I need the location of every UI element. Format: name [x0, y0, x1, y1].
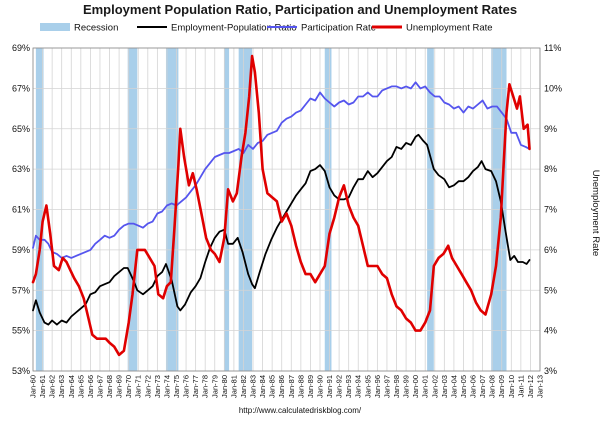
x-tick-label: Jan-83	[249, 375, 258, 398]
left-tick-label: 65%	[12, 124, 30, 134]
x-axis: Jan-60 Jan-61 Jan-62 Jan-63 Jan-64 Jan-65 Jan-…	[29, 375, 545, 398]
right-axis-label: Unemployment Rate	[590, 170, 600, 257]
x-tick-label: Jan-68	[105, 375, 114, 398]
left-tick-label: 63%	[12, 164, 30, 174]
plot-frame	[32, 47, 541, 372]
x-tick-label: Jan-00	[411, 375, 420, 398]
series-employment-population-ratio	[32, 133, 531, 326]
x-tick-label: Jan-63	[57, 375, 66, 398]
x-tick-label: Jan-04	[449, 375, 458, 398]
legend-label: Unemployment Rate	[406, 23, 493, 34]
x-tick-label: Jan-89	[306, 375, 315, 398]
x-tick-label: Jan-81	[229, 375, 238, 398]
source-url: http://www.calculatedriskblog.com/	[239, 406, 362, 415]
legend-label: Recession	[74, 23, 118, 34]
left-tick-label: 67%	[12, 83, 30, 93]
left-tick-label: 59%	[12, 245, 30, 255]
legend-swatch-recession	[40, 23, 70, 31]
series-unemployment-rate	[31, 54, 531, 357]
x-tick-label: Jan-78	[201, 375, 210, 398]
x-tick-label: Jan-95	[363, 375, 372, 398]
right-tick-label: 6%	[544, 245, 557, 255]
legend: Recession Employment-Population Ratio Part…	[40, 23, 493, 34]
left-tick-label: 69%	[12, 43, 30, 53]
x-tick-label: Jan-77	[191, 375, 200, 398]
x-tick-label: Jan-13	[536, 375, 545, 398]
x-tick-label: Jan-06	[469, 375, 478, 398]
left-tick-label: 55%	[12, 326, 30, 336]
right-tick-label: 3%	[544, 366, 557, 376]
x-tick-label: Jan-74	[162, 375, 171, 398]
x-tick-label: Jan-93	[344, 375, 353, 398]
x-tick-label: Jan-67	[95, 375, 104, 398]
x-tick-label: Jan-02	[430, 375, 439, 398]
x-tick-label: Jan-11	[516, 375, 525, 397]
left-tick-label: 53%	[12, 366, 30, 376]
x-tick-label: Jan-79	[210, 375, 219, 398]
x-tick-label: Jan-76	[182, 375, 191, 398]
x-tick-label: Jan-80	[220, 375, 229, 398]
x-tick-label: Jan-72	[143, 375, 152, 398]
x-tick-label: Jan-65	[76, 375, 85, 398]
left-tick-label: 57%	[12, 285, 30, 295]
right-tick-label: 4%	[544, 326, 557, 336]
x-tick-label: Jan-01	[421, 375, 430, 398]
x-tick-label: Jan-87	[287, 375, 296, 398]
x-tick-label: Jan-88	[296, 375, 305, 398]
right-tick-label: 5%	[544, 285, 557, 295]
x-tick-label: Jan-75	[172, 375, 181, 398]
x-tick-label: Jan-05	[459, 375, 468, 398]
right-tick-label: 7%	[544, 205, 557, 215]
x-tick-label: Jan-70	[124, 375, 133, 398]
right-tick-label: 11%	[544, 43, 561, 53]
left-tick-label: 61%	[12, 205, 30, 215]
x-tick-label: Jan-09	[497, 375, 506, 398]
x-tick-label: Jan-60	[29, 375, 38, 398]
x-tick-label: Jan-96	[373, 375, 382, 398]
gridlines	[32, 47, 541, 372]
x-tick-label: Jan-86	[277, 375, 286, 398]
x-tick-label: Jan-94	[354, 375, 363, 398]
x-tick-label: Jan-73	[153, 375, 162, 398]
right-tick-label: 10%	[544, 83, 562, 93]
legend-label: Participation Rate	[301, 23, 376, 34]
x-tick-label: Jan-62	[48, 375, 57, 398]
x-tick-label: Jan-10	[507, 375, 516, 398]
right-tick-label: 9%	[544, 124, 557, 134]
x-tick-label: Jan-98	[392, 375, 401, 398]
x-tick-label: Jan-90	[315, 375, 324, 398]
x-tick-label: Jan-97	[382, 375, 391, 398]
x-tick-label: Jan-12	[526, 375, 535, 398]
right-axis: 3% 4% 5% 6% 7% 8% 9% 10% 11%	[544, 43, 562, 376]
legend-label: Employment-Population Ratio	[171, 23, 297, 34]
x-tick-label: Jan-66	[86, 375, 95, 398]
x-tick-label: Jan-92	[335, 375, 344, 398]
x-tick-label: Jan-99	[402, 375, 411, 398]
x-tick-label: Jan-64	[67, 375, 76, 398]
x-tick-label: Jan-91	[325, 375, 334, 398]
x-tick-label: Jan-61	[38, 375, 47, 398]
x-tick-label: Jan-85	[268, 375, 277, 398]
x-tick-label: Jan-07	[478, 375, 487, 398]
x-tick-label: Jan-03	[440, 375, 449, 398]
x-tick-label: Jan-71	[134, 375, 143, 398]
x-tick-label: Jan-84	[258, 375, 267, 398]
right-tick-label: 8%	[544, 164, 557, 174]
left-axis: 53% 55% 57% 59% 61% 63% 65% 67% 69%	[12, 43, 30, 376]
x-tick-label: Jan-82	[239, 375, 248, 398]
series-participation-rate	[32, 81, 531, 259]
x-tick-label: Jan-08	[488, 375, 497, 398]
x-tick-label: Jan-69	[115, 375, 124, 398]
series-lines	[31, 54, 531, 357]
chart-title: Employment Population Ratio, Participati…	[83, 2, 517, 17]
